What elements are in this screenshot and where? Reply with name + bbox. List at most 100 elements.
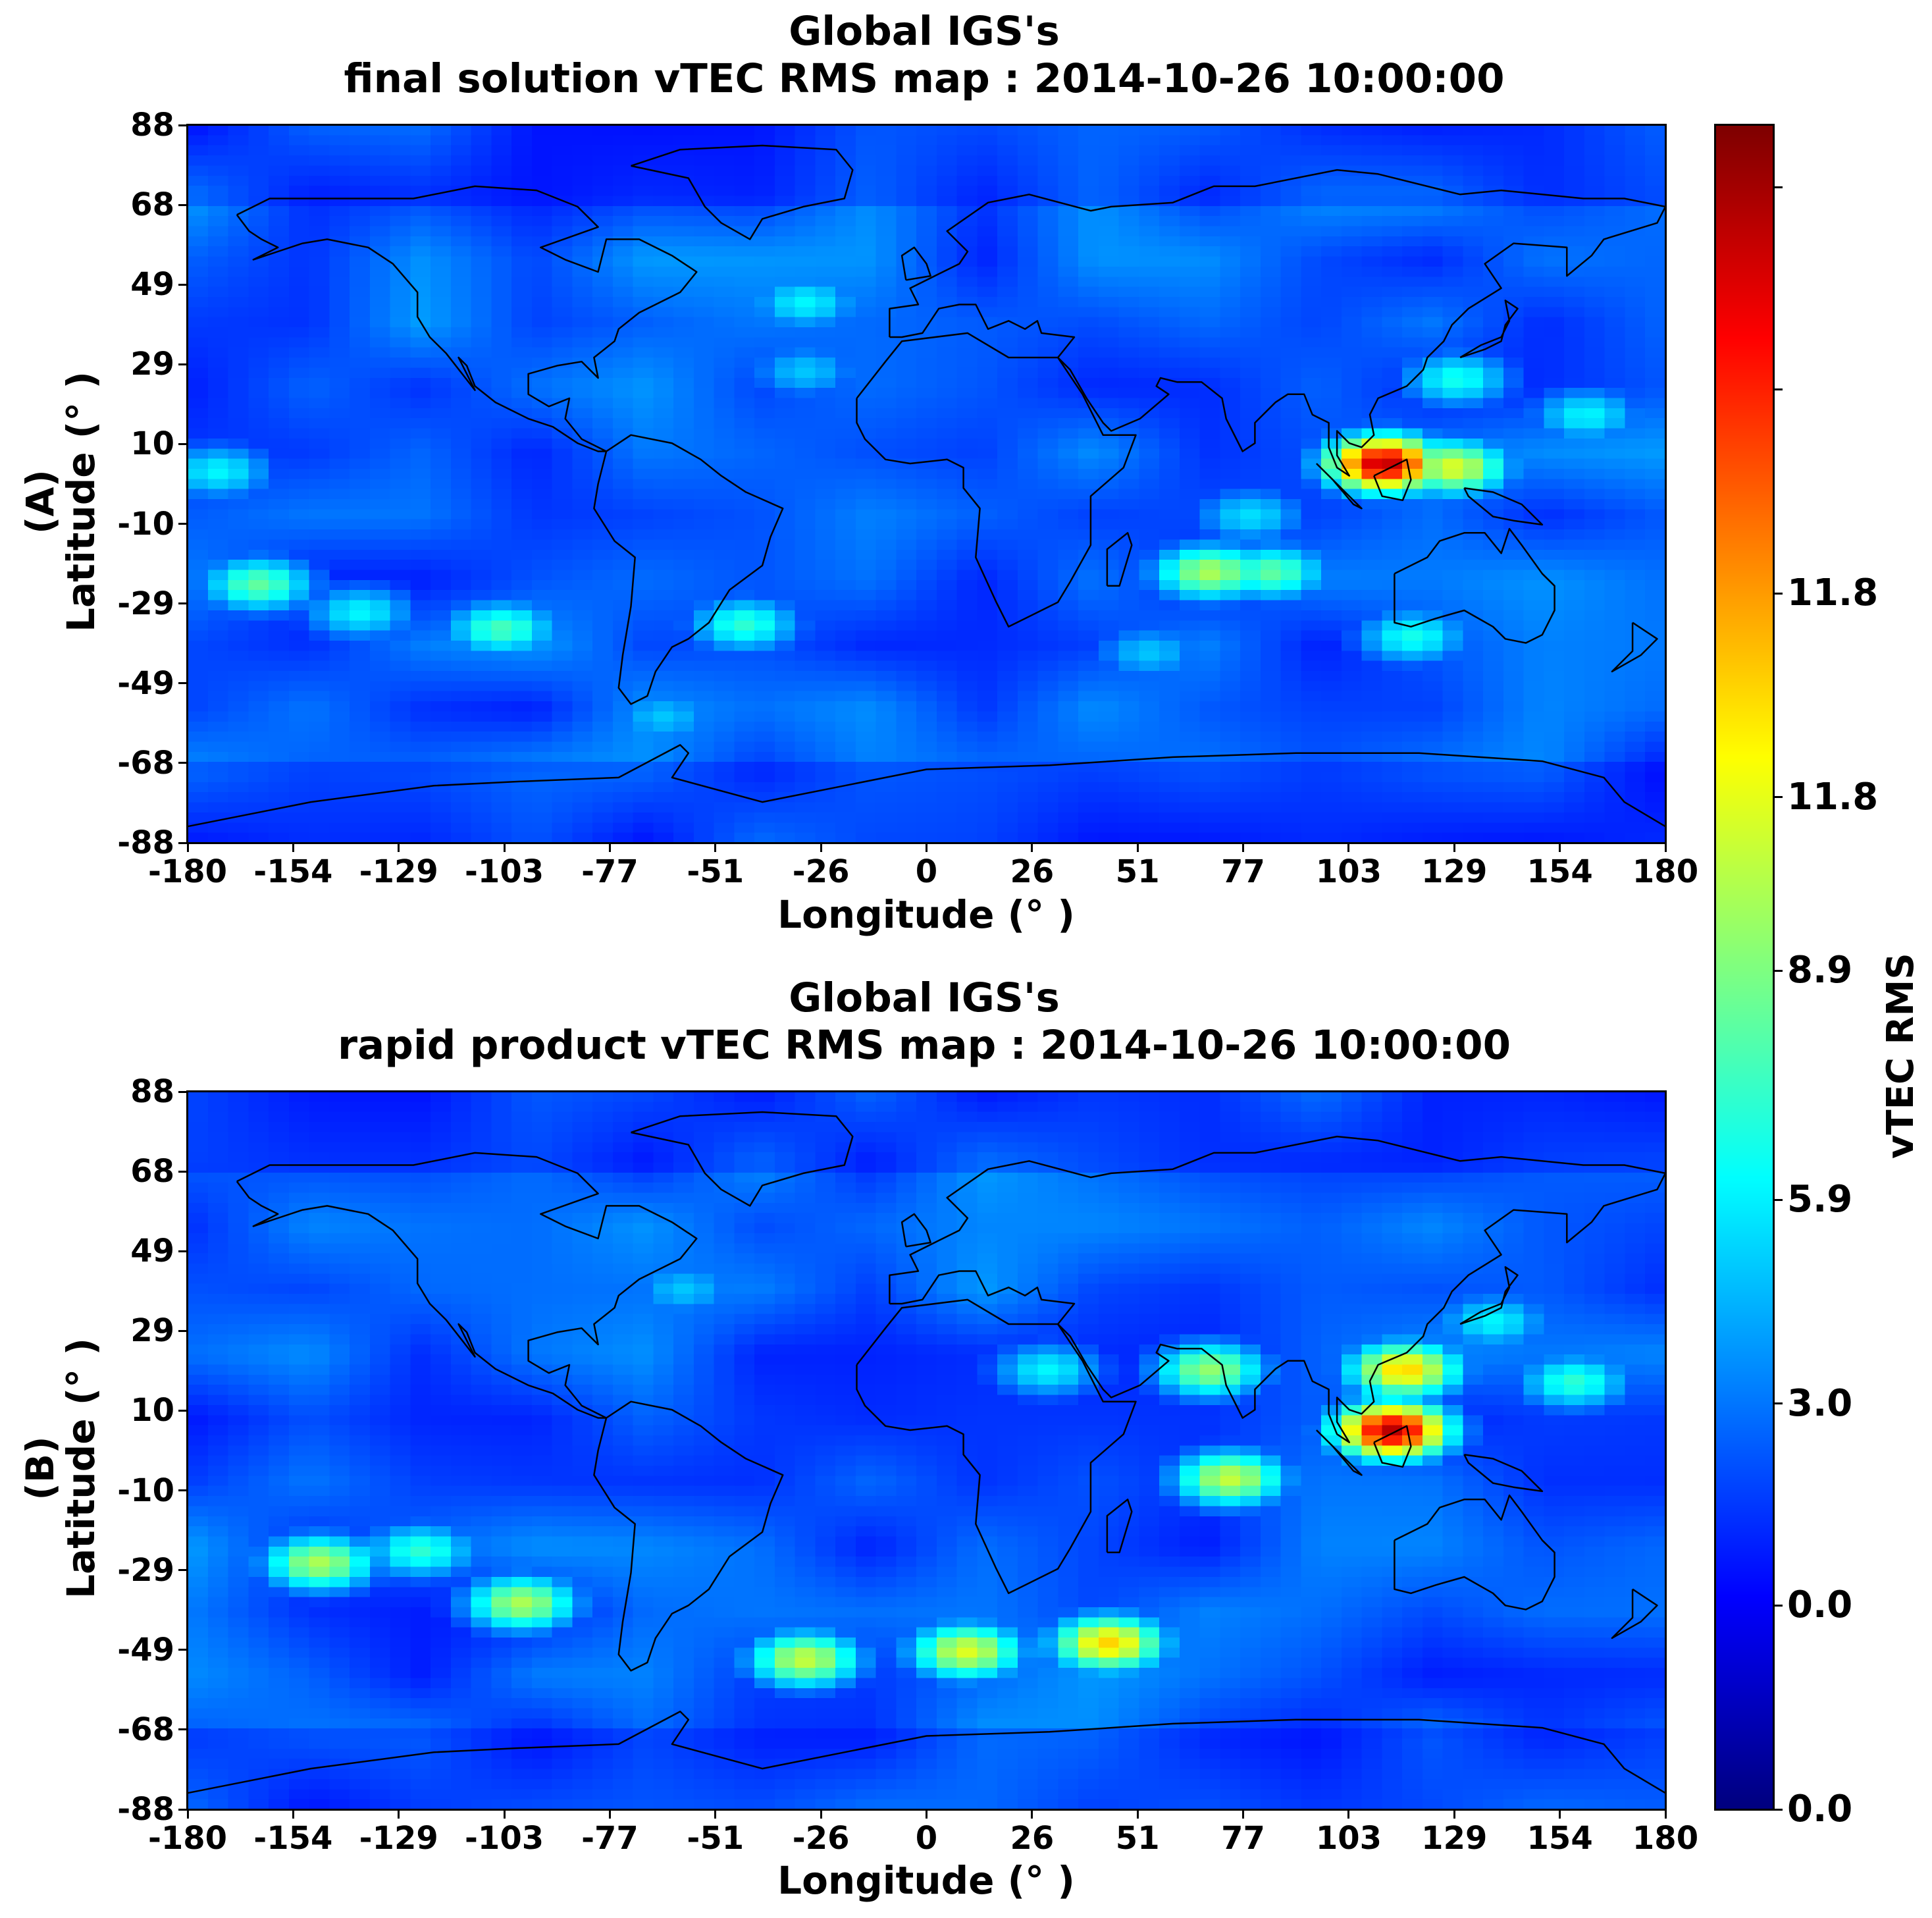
coastline-9 (1463, 1453, 1544, 1493)
xtick-label: -180 (147, 853, 228, 890)
xtick-label: -51 (687, 1820, 744, 1857)
xtick-label: -51 (687, 853, 744, 890)
colorbar-tick-label: 8.9 (1787, 949, 1853, 992)
colorbar-tick-mark (1775, 1604, 1783, 1607)
coastline-1 (631, 1111, 854, 1207)
ytick-label: 29 (130, 1312, 174, 1350)
ytick-mark (178, 602, 188, 605)
xtick-mark (608, 843, 611, 852)
ytick-mark (178, 1728, 188, 1731)
colorbar-tick-mark (1775, 388, 1783, 391)
coastline-2 (593, 434, 784, 705)
xtick-label: -154 (253, 853, 333, 890)
colorbar-tick-mark (1775, 186, 1783, 189)
ytick-mark (178, 1569, 188, 1572)
ytick-mark (178, 363, 188, 365)
colorbar-tick-label: 0.0 (1787, 1788, 1853, 1830)
coastline-11 (1106, 1499, 1133, 1554)
xtick-mark (1136, 1809, 1139, 1819)
colorbar-tick-mark (1775, 1808, 1783, 1811)
xtick-label: 26 (1010, 853, 1055, 890)
xtick-label: -103 (465, 853, 544, 890)
panel-a-heatmap (188, 125, 1665, 843)
colorbar-tick-mark (1775, 1402, 1783, 1405)
panel-b-title-line1: Global IGS's (789, 974, 1060, 1021)
xtick-label: 103 (1315, 1820, 1382, 1857)
xtick-mark (714, 843, 717, 852)
panel-a-title-line1: Global IGS's (789, 8, 1060, 55)
xtick-mark (503, 843, 506, 852)
panel-a-label: (A) (18, 469, 63, 534)
xtick-mark (1347, 843, 1350, 852)
xtick-label: 0 (915, 1820, 938, 1857)
ytick-mark (178, 1090, 188, 1093)
coastline-5 (1394, 1494, 1555, 1611)
xtick-label: 180 (1632, 853, 1699, 890)
xtick-mark (1559, 843, 1561, 852)
xtick-label: -129 (359, 1820, 438, 1857)
ytick-mark (178, 1409, 188, 1412)
ytick-label: -49 (117, 664, 174, 702)
ytick-label: -10 (117, 1472, 174, 1509)
ytick-label: -49 (117, 1631, 174, 1668)
xtick-mark (1664, 1809, 1667, 1819)
colorbar-tick-label: 11.8 (1787, 572, 1879, 615)
colorbar-label: vTEC RMS (1879, 953, 1922, 1159)
ytick-label: -29 (117, 1551, 174, 1589)
ytick-mark (178, 1250, 188, 1252)
colorbar-tick-label: 5.9 (1787, 1178, 1853, 1221)
xtick-label: 103 (1315, 853, 1382, 890)
xtick-mark (292, 843, 294, 852)
xtick-mark (186, 843, 189, 852)
colorbar-gradient (1715, 125, 1773, 1809)
coastline-8 (1316, 1429, 1363, 1476)
panel-a-title-line2: final solution vTEC RMS map : 2014-10-26… (344, 55, 1505, 102)
colorbar-tick-label: 0.0 (1787, 1584, 1853, 1627)
coastline-4 (889, 1135, 1667, 1443)
xtick-label: 77 (1221, 1820, 1265, 1857)
coastline-13 (1611, 622, 1658, 673)
xtick-label: 51 (1115, 853, 1160, 890)
xtick-label: 154 (1527, 1820, 1593, 1857)
xtick-label: -26 (792, 1820, 850, 1857)
xtick-mark (1242, 843, 1245, 852)
ytick-label: -88 (117, 1791, 174, 1828)
xtick-label: -77 (581, 1820, 639, 1857)
ytick-mark (178, 523, 188, 525)
ytick-mark (178, 682, 188, 685)
xtick-mark (1031, 1809, 1033, 1819)
ytick-mark (178, 1808, 188, 1811)
ytick-label: 10 (130, 1392, 174, 1429)
xtick-label: 180 (1632, 1820, 1699, 1857)
coastline-11 (1106, 532, 1133, 587)
xtick-label: -154 (253, 1820, 333, 1857)
coastline-10 (1459, 300, 1519, 359)
coastline-12 (901, 246, 931, 281)
xtick-mark (1136, 843, 1139, 852)
panel-a-coastlines (187, 144, 1667, 828)
ytick-label: -68 (117, 1711, 174, 1748)
xtick-mark (714, 1809, 717, 1819)
xtick-mark (1347, 1809, 1350, 1819)
ytick-label: 88 (130, 1073, 174, 1110)
coastline-2 (593, 1400, 784, 1672)
coastline-9 (1463, 487, 1544, 526)
xtick-mark (608, 1809, 611, 1819)
ytick-label: 49 (130, 1233, 174, 1270)
xtick-label: -77 (581, 853, 639, 890)
coastline-7 (1373, 1425, 1412, 1468)
xtick-mark (1453, 843, 1455, 852)
ytick-mark (178, 762, 188, 764)
panel-a-xlabel: Longitude (° ) (777, 892, 1075, 937)
ytick-mark (178, 1329, 188, 1332)
xtick-mark (398, 1809, 400, 1819)
ytick-mark (178, 442, 188, 445)
ytick-label: 49 (130, 266, 174, 304)
coastline-8 (1316, 463, 1363, 510)
xtick-label: 26 (1010, 1820, 1055, 1857)
coastline-5 (1394, 527, 1555, 644)
panel-b-title: Global IGS's rapid product vTEC RMS map … (134, 974, 1714, 1069)
coastline-3 (856, 1298, 1137, 1595)
coastline-10 (1459, 1266, 1519, 1325)
xtick-mark (1453, 1809, 1455, 1819)
